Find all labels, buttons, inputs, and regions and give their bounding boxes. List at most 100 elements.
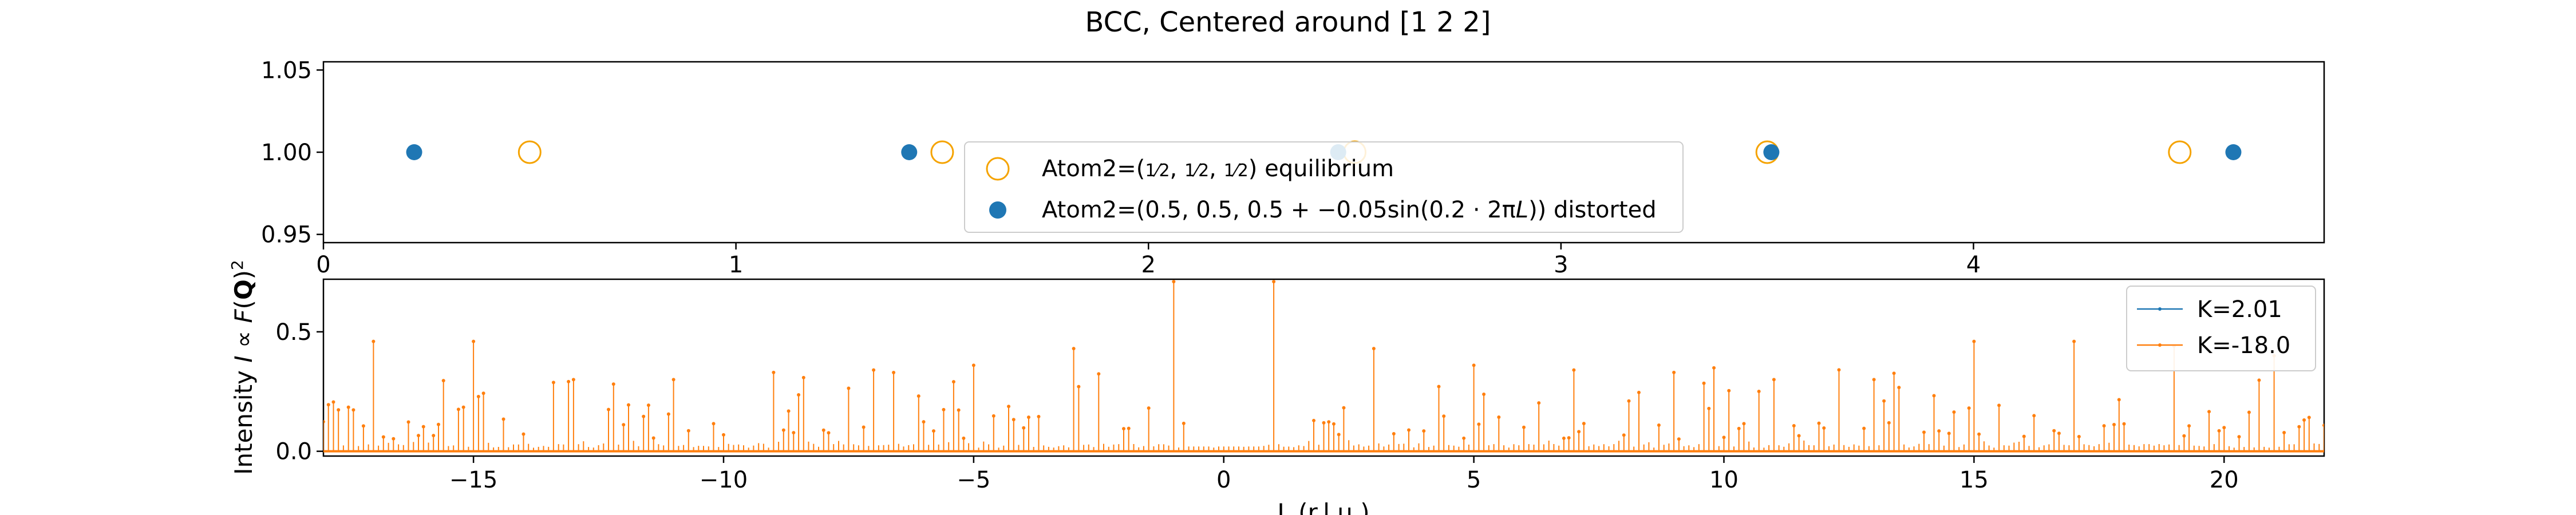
k-large-point	[1327, 420, 1331, 424]
k-large-point	[971, 363, 975, 367]
k-large-point	[607, 407, 611, 411]
bottom-axes-frame	[322, 278, 2325, 457]
top-y-tick-label: 0.95	[261, 222, 312, 248]
k-large-point	[1887, 421, 1891, 425]
k-large-point	[323, 420, 325, 424]
k-large-point	[611, 382, 615, 386]
k-large-point	[2057, 431, 2061, 435]
k-large-point	[1822, 426, 1826, 430]
k-large-point	[2112, 423, 2116, 427]
bottom-y-tick-label: 0.5	[275, 319, 312, 346]
k-large-point	[1272, 280, 1276, 284]
k-large-point	[1422, 429, 1426, 433]
k-large-point	[1472, 363, 1476, 367]
k-large-point	[1757, 389, 1761, 393]
k-large-point	[2182, 434, 2186, 438]
k-large-point	[351, 408, 355, 412]
k-large-point	[951, 380, 955, 384]
k-large-point	[642, 414, 646, 418]
k-large-point	[1872, 378, 1876, 382]
k-large-point	[772, 370, 776, 374]
k-large-point	[2322, 423, 2324, 427]
k-large-point	[1372, 347, 1376, 351]
k-large-point	[432, 434, 436, 438]
k-large-point	[571, 378, 575, 382]
k-large-point	[521, 432, 526, 436]
bottom-x-tick-label: −15	[449, 467, 497, 493]
k-large-point	[2072, 339, 2076, 343]
k-large-point	[2247, 410, 2251, 414]
k-large-point	[1342, 406, 1346, 410]
k-large-point	[666, 412, 670, 416]
k-large-point	[361, 424, 365, 428]
k-large-point	[1172, 280, 1176, 284]
k-large-point	[1892, 371, 1896, 375]
bottom-x-tick-label: −5	[957, 467, 990, 493]
k-large-point	[2307, 415, 2311, 419]
k-large-point	[1562, 436, 1566, 440]
k-large-point	[1127, 426, 1131, 430]
k-large-point	[1937, 429, 1941, 433]
k-large-point	[671, 378, 675, 382]
equilibrium-point	[2168, 140, 2192, 164]
k-large-point	[1797, 434, 1801, 438]
bottom-legend-box	[2126, 286, 2316, 371]
bottom-y-ticks: 0.0 0.5	[275, 319, 323, 465]
k-large-point	[2187, 424, 2191, 428]
k-large-point	[1037, 414, 1041, 418]
legend-k-small-marker	[2158, 307, 2162, 311]
k-large-point	[1862, 426, 1866, 430]
k-large-point	[476, 395, 480, 399]
k-large-point	[2297, 425, 2301, 429]
k-large-point	[1817, 421, 1821, 425]
k-large-point	[1312, 418, 1316, 422]
k-large-point	[417, 434, 421, 438]
k-large-point	[436, 422, 440, 426]
top-legend: Atom2=(1⁄2, 1⁄2, 1⁄2) equilibrium Atom2=…	[964, 141, 1684, 233]
k-large-point	[991, 414, 995, 418]
k-large-point	[922, 420, 926, 424]
k-large-point	[567, 379, 571, 383]
k-large-point	[1392, 431, 1396, 435]
k-large-point	[1322, 421, 1326, 425]
k-large-point	[1947, 431, 1951, 435]
k-large-point	[406, 420, 410, 424]
k-large-point	[1462, 436, 1466, 440]
top-y-ticks: 0.95 1.00 1.05	[261, 57, 323, 248]
legend-equilibrium-label: Atom2=(1⁄2, 1⁄2, 1⁄2) equilibrium	[1042, 156, 1394, 182]
k-large-point	[1727, 389, 1731, 393]
k-large-point	[1997, 403, 2001, 407]
k-large-point	[421, 425, 425, 429]
fraction-half-2: 1⁄2	[1184, 161, 1209, 181]
k-large-point	[441, 379, 445, 383]
k-large-point	[2117, 398, 2121, 402]
k-large-point	[1672, 370, 1676, 374]
k-large-point	[2022, 434, 2026, 438]
k-large-point	[1537, 401, 1541, 405]
k-large-point	[712, 422, 716, 426]
k-large-point	[1012, 418, 1016, 422]
k-large-point	[862, 425, 866, 429]
k-large-point	[481, 391, 485, 395]
legend-distorted-label: Atom2=(0.5, 0.5, 0.5 + −0.05sin(0.2 · 2π…	[1042, 197, 1657, 223]
k-large-point	[1742, 422, 1746, 426]
bottom-legend: K=2.01 K=-18.0	[2126, 286, 2316, 371]
k-large-point	[1567, 436, 1571, 440]
k-large-point	[1897, 386, 1901, 390]
top-y-tick-label: 1.05	[261, 57, 312, 84]
k-large-point	[1437, 385, 1441, 389]
bottom-x-tick-label: −10	[700, 467, 748, 493]
top-x-tick-label: 3	[1554, 252, 1568, 278]
k-large-point	[1837, 368, 1841, 372]
k-large-point	[1977, 432, 1981, 436]
k-large-point	[1582, 422, 1586, 426]
k-large-point	[1882, 399, 1886, 403]
k-large-point	[2207, 410, 2211, 414]
k-large-point	[461, 405, 465, 409]
bottom-x-tick-label: 15	[1959, 467, 1989, 493]
k-large-point	[892, 370, 896, 374]
k-large-point	[1026, 415, 1030, 419]
k-large-point	[1097, 372, 1101, 376]
top-y-tick-label: 1.00	[261, 140, 312, 166]
